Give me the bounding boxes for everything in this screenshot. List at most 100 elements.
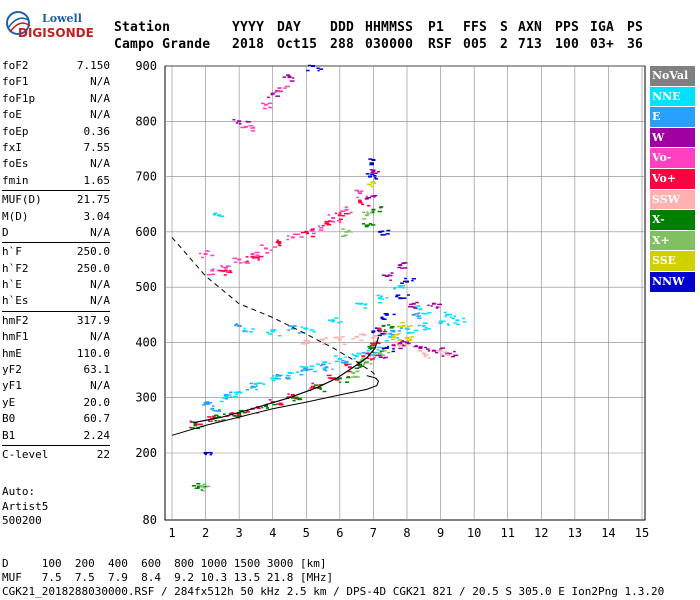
data-point-x+ xyxy=(369,211,373,214)
data-point-w xyxy=(406,342,411,345)
data-point-sse xyxy=(405,337,410,339)
data-point-ssw xyxy=(423,354,429,356)
data-point-e xyxy=(218,409,221,411)
data-point-w xyxy=(369,169,373,171)
data-point-nnw xyxy=(371,330,376,333)
data-point-nne xyxy=(381,298,384,301)
data-point-x- xyxy=(368,347,372,349)
data-point-ssw xyxy=(304,341,309,344)
data-point-x- xyxy=(272,403,277,406)
param-value: N/A xyxy=(90,379,110,393)
data-point-nne xyxy=(447,323,450,325)
data-point-nne xyxy=(352,354,358,357)
data-point-sse xyxy=(372,182,376,184)
data-point-nne xyxy=(241,330,245,332)
data-point-e xyxy=(342,362,347,364)
param-row: C-level 22 xyxy=(2,447,110,463)
data-point-e xyxy=(203,402,208,405)
data-point-nne xyxy=(327,319,333,321)
data-point-x- xyxy=(200,489,203,491)
param-name: foEs xyxy=(2,157,29,171)
param-name: foEp xyxy=(2,124,29,138)
data-point-nnw xyxy=(374,178,379,180)
x-tick-label: 7 xyxy=(370,526,377,540)
header-value-5: RSF xyxy=(428,37,453,52)
data-point-w xyxy=(398,347,403,350)
data-point-nne xyxy=(214,212,218,214)
data-point-nne xyxy=(378,297,383,300)
data-point-x- xyxy=(378,329,382,331)
data-point-vo- xyxy=(220,265,223,267)
data-point-w xyxy=(391,344,396,347)
data-point-nne xyxy=(463,321,467,323)
data-point-vo- xyxy=(250,130,256,132)
data-point-vo- xyxy=(252,257,256,260)
data-point-x- xyxy=(292,399,296,402)
data-point-nne xyxy=(344,356,347,358)
param-name: yF1 xyxy=(2,379,22,393)
data-point-e xyxy=(212,405,215,407)
data-point-nne xyxy=(259,382,263,385)
data-point-nne xyxy=(443,311,447,314)
data-point-nnw xyxy=(380,230,385,233)
data-point-nne xyxy=(438,322,443,325)
param-value: 110.0 xyxy=(76,346,110,360)
data-point-vo- xyxy=(339,221,342,224)
data-point-w xyxy=(441,355,445,357)
header-label-6: FFS xyxy=(463,20,488,35)
data-point-w xyxy=(440,347,445,349)
data-point-w xyxy=(397,342,401,344)
data-point-x+ xyxy=(382,350,387,352)
data-point-nne xyxy=(334,317,339,319)
data-point-x- xyxy=(379,206,384,208)
data-point-x- xyxy=(379,350,384,352)
data-point-vo+ xyxy=(345,363,349,366)
param-name: MUF(D) xyxy=(2,193,42,207)
data-point-nne xyxy=(453,322,457,324)
data-point-vo+ xyxy=(337,214,342,217)
data-point-x+ xyxy=(351,371,356,374)
digisonde-logo-icon xyxy=(6,11,31,35)
data-point-vo- xyxy=(245,262,250,264)
data-point-sse xyxy=(396,325,400,328)
data-point-vo- xyxy=(292,233,297,235)
param-name: yE xyxy=(2,395,16,409)
param-name: D xyxy=(2,225,9,239)
data-point-nne xyxy=(393,288,396,290)
data-point-e xyxy=(324,370,328,372)
data-point-nne xyxy=(358,352,362,355)
data-point-x- xyxy=(196,485,201,488)
data-point-x- xyxy=(192,421,195,423)
data-point-w xyxy=(282,76,287,78)
data-point-e xyxy=(391,330,396,333)
data-point-ssw xyxy=(300,343,306,345)
data-point-nnw xyxy=(391,350,396,353)
data-point-w xyxy=(377,170,380,173)
param-value: 7.55 xyxy=(83,140,111,154)
data-point-x- xyxy=(290,396,295,399)
param-name: h`F xyxy=(2,245,22,259)
data-point-vo+ xyxy=(338,212,342,214)
data-point-vo- xyxy=(295,233,301,236)
data-point-w xyxy=(374,172,378,174)
data-point-vo- xyxy=(205,250,208,252)
header-label-7: S xyxy=(500,20,509,35)
data-point-w xyxy=(437,303,443,306)
data-point-e xyxy=(285,377,290,379)
data-point-nne xyxy=(304,327,309,330)
data-point-e xyxy=(255,385,258,387)
data-point-vo- xyxy=(210,254,215,257)
data-point-vo+ xyxy=(369,359,372,361)
data-point-x+ xyxy=(356,370,360,372)
data-point-nne xyxy=(453,315,456,318)
data-point-x+ xyxy=(366,211,369,213)
param-value: 60.7 xyxy=(83,412,111,426)
data-point-e xyxy=(290,325,295,327)
data-point-w xyxy=(400,267,404,269)
data-point-x- xyxy=(233,415,238,417)
data-point-nne xyxy=(455,319,460,322)
data-point-vo- xyxy=(264,247,268,250)
data-point-x- xyxy=(336,377,341,380)
data-point-vo- xyxy=(250,252,255,255)
data-point-nne xyxy=(219,400,224,403)
